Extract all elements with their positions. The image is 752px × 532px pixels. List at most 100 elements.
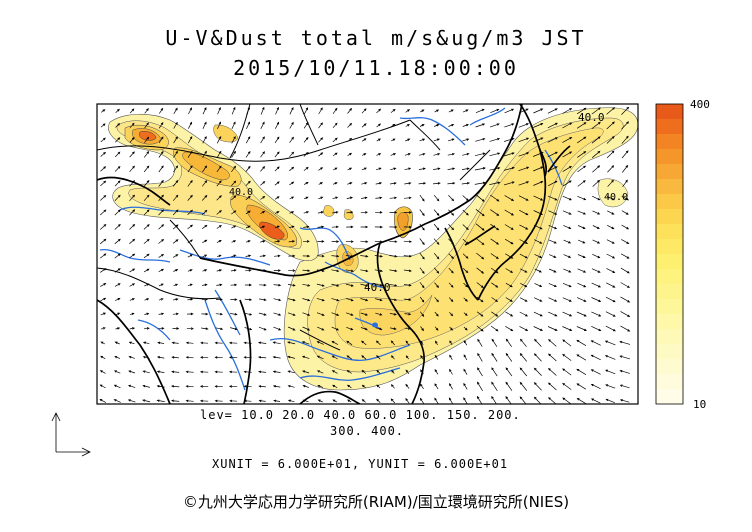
wind-arrow [562, 339, 572, 347]
wind-arrow [389, 196, 398, 200]
wind-arrow [621, 195, 630, 201]
wind-arrow [114, 180, 121, 187]
wind-arrow [346, 196, 353, 200]
colorbar-swatch [656, 224, 683, 240]
wind-arrow [562, 397, 572, 404]
wind-arrow [390, 384, 395, 389]
wind-arrow [519, 367, 528, 377]
wind-arrow [590, 398, 601, 404]
wind-arrow [275, 106, 279, 115]
wind-arrow [187, 224, 194, 230]
wind-arrow [202, 239, 208, 244]
wind-arrow [216, 150, 222, 158]
colorbar-swatch [656, 344, 683, 360]
wind-arrow [447, 167, 456, 170]
wind-arrow [375, 182, 383, 185]
wind-arrow [301, 355, 310, 359]
wind-arrow [505, 381, 513, 391]
wind-arrow [389, 225, 398, 229]
wind-arrow [405, 355, 409, 360]
wind-arrow [188, 107, 192, 115]
wind-arrow [375, 327, 383, 331]
wind-arrow [592, 253, 601, 259]
wind-arrow [533, 108, 544, 114]
wind-arrow [273, 269, 282, 272]
wind-arrow [518, 181, 530, 186]
wind-arrow [303, 166, 309, 171]
wind-arrow [114, 268, 121, 273]
wind-arrow [474, 167, 486, 171]
wind-arrow [231, 135, 236, 144]
wind-arrow [375, 312, 383, 316]
wind-arrow [331, 341, 339, 345]
units-line: XUNIT = 6.000E+01, YUNIT = 6.000E+01 [212, 457, 509, 471]
wind-arrow [434, 282, 440, 289]
wind-arrow [114, 223, 121, 230]
wind-arrow [273, 326, 282, 331]
wind-arrow [620, 325, 631, 332]
wind-arrow [519, 224, 529, 230]
wind-arrow [360, 283, 369, 287]
wind-arrow [272, 341, 281, 345]
colorbar-bottom-label: 10 [693, 398, 707, 411]
wind-arrow [129, 253, 136, 259]
wind-arrow [547, 353, 557, 362]
wind-arrow [434, 397, 439, 404]
wind-arrow [287, 355, 296, 359]
wind-arrow [434, 109, 440, 113]
wind-arrow [376, 355, 381, 360]
wind-arrow [216, 240, 222, 243]
wind-arrow [505, 352, 513, 362]
wind-arrow [432, 182, 441, 185]
wind-arrow [260, 165, 266, 172]
wind-arrow [331, 240, 340, 243]
wind-arrow [361, 369, 367, 374]
wind-arrow [518, 166, 530, 172]
wind-arrow [229, 341, 238, 345]
wind-arrow [621, 135, 629, 144]
wind-arrow [360, 312, 369, 316]
wind-arrow [318, 122, 324, 129]
wind-arrow [229, 370, 238, 374]
wind-arrow [490, 209, 500, 216]
wind-arrow [490, 325, 499, 332]
wind-arrow [563, 239, 572, 244]
wind-arrow [533, 137, 544, 143]
wind-arrow [100, 151, 107, 157]
wind-arrow [201, 209, 208, 215]
wind-arrow [302, 312, 311, 316]
wind-arrow [245, 195, 251, 201]
wind-arrow [274, 166, 280, 172]
wind-arrow [129, 151, 135, 158]
wind-arrow [332, 137, 338, 143]
wind-arrow [562, 382, 572, 390]
wind-arrow [347, 152, 353, 156]
wind-arrow [374, 240, 384, 243]
wind-arrow [621, 121, 630, 130]
contour-label: 40.0 [229, 187, 253, 198]
wind-arrow [345, 312, 354, 316]
wind-arrow [142, 370, 150, 374]
wind-arrow [202, 269, 208, 272]
wind-arrow [331, 254, 340, 258]
wind-arrow [260, 225, 266, 229]
wind-arrow [229, 399, 238, 403]
wind-arrow [519, 352, 527, 362]
wind-arrow [187, 298, 194, 301]
wind-arrow [548, 268, 557, 273]
wind-arrow [562, 151, 573, 158]
wind-arrow [231, 254, 237, 258]
wind-arrow [158, 150, 164, 158]
wind-arrow [230, 313, 238, 316]
wind-arrow [391, 123, 396, 127]
wind-vectors [99, 106, 631, 404]
wind-arrow [592, 225, 600, 229]
wind-arrow [187, 209, 193, 216]
wind-arrow [171, 356, 179, 359]
wind-arrow [491, 367, 498, 377]
wind-arrow [591, 282, 602, 288]
wind-arrow [577, 268, 587, 273]
wind-arrow [274, 181, 280, 186]
wind-arrow [476, 267, 485, 274]
wind-arrow [361, 123, 367, 128]
